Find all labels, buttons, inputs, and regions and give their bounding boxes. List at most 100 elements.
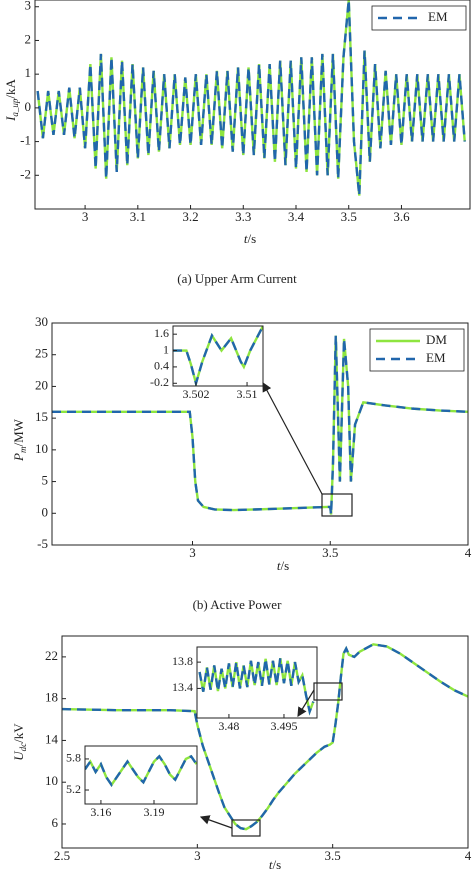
x-tick-label: 2.5: [54, 848, 70, 863]
legend-label: EM: [428, 9, 448, 24]
y-tick-label: 22: [45, 648, 58, 663]
x-axis-label: t/s: [244, 231, 256, 246]
x-tick-label: 3.51: [237, 387, 258, 401]
y-tick-label: -2: [20, 166, 31, 181]
y-tick-label: 13.8: [172, 654, 193, 668]
plot-frame: [61, 635, 469, 849]
y-tick-label: 5.8: [66, 751, 81, 765]
x-axis-label: t/s: [277, 558, 289, 573]
y-tick-label: -5: [37, 536, 48, 551]
inset-background: [85, 746, 197, 804]
y-tick-label: 5: [42, 473, 49, 488]
legend-label: DM: [426, 332, 447, 347]
y-tick-label: 15: [35, 409, 48, 424]
inset-chart: 3.48 3.495 13.4 13.8: [172, 646, 318, 733]
caption: (a) Upper Arm Current: [177, 271, 297, 286]
annotations: [199, 381, 353, 837]
series-line: [52, 335, 468, 515]
x-tick-label: 3.5: [322, 545, 338, 560]
y-tick-label: 30: [35, 314, 48, 329]
y-tick-label: 25: [35, 346, 48, 361]
plot-frame: [172, 325, 264, 387]
y-axis-label: Ia_up/kA: [3, 78, 20, 121]
x-axis-label: t/s: [269, 857, 281, 872]
y-axis-unit: /MW: [11, 418, 26, 446]
y-tick-label: 18: [45, 690, 58, 705]
y-axis-label: Pm/MW: [11, 418, 28, 462]
y-tick-label: -0.2: [150, 375, 169, 389]
y-tick-label: 14: [45, 731, 59, 746]
y-tick-label: 3: [25, 0, 32, 13]
y-tick-label: 1: [163, 342, 169, 356]
y-axis-subscript: dc: [18, 743, 28, 752]
y-tick-label: 0: [42, 504, 49, 519]
x-tick-label: 3.5: [325, 848, 341, 863]
x-tick-label: 3.19: [144, 805, 165, 819]
y-tick-label: 1.6: [154, 326, 169, 340]
zoom-arrow: [199, 815, 233, 829]
y-tick-label: 5.2: [66, 782, 81, 796]
x-tick-label: 3.495: [270, 719, 297, 733]
x-axis-unit: /s: [272, 857, 281, 872]
series-line: [62, 643, 468, 831]
caption: (b) Active Power: [193, 597, 282, 612]
legend-box: [369, 328, 465, 372]
x-tick-label: 3.48: [218, 719, 239, 733]
y-axis-label: Udc/kV: [11, 723, 28, 761]
y-axis-subscript: m: [18, 446, 28, 453]
y-tick-label: 0.4: [154, 359, 169, 373]
plot-frame: [51, 322, 469, 546]
x-tick-label: 3.2: [182, 209, 198, 224]
y-tick-label: 6: [52, 815, 59, 830]
series-line: [85, 754, 197, 787]
plot-frame: [34, 0, 471, 210]
x-tick-label: 4: [465, 848, 472, 863]
y-tick-label: 20: [35, 377, 48, 392]
zoom-box: [313, 682, 343, 701]
inset-chart: 3.16 3.19 5.2 5.8: [66, 745, 198, 819]
y-tick-label: 10: [45, 773, 58, 788]
x-axis-symbol: t: [277, 558, 281, 573]
x-axis-unit: /s: [280, 558, 289, 573]
legend-label: EM: [426, 350, 446, 365]
y-tick-label: 10: [35, 441, 48, 456]
y-axis-subscript: a_up: [10, 98, 20, 117]
x-tick-label: 3.5: [341, 209, 357, 224]
chart: 3 3.1 3.2 3.3 3.4 3.5 3.6 -2 -1 0 1 2 3 t/s Ia_up/kA (a…: [3, 0, 471, 286]
inset-background: [173, 326, 263, 386]
x-tick-label: 3: [82, 209, 89, 224]
zoom-arrow: [297, 689, 315, 718]
y-axis-symbol: U: [11, 750, 26, 761]
series-line: [36, 0, 466, 196]
x-axis-symbol: t: [269, 857, 273, 872]
y-axis-unit: /kA: [3, 78, 18, 98]
y-tick-label: 2: [25, 31, 32, 46]
y-axis-symbol: I: [3, 116, 18, 122]
plot-frame: [84, 745, 198, 805]
x-tick-label: 3.502: [182, 387, 209, 401]
chart: 3 3.5 4 -5 0 5 10 15 20 25 30 t/s Pm/MW (b) Active Po…: [11, 314, 472, 612]
y-tick-label: 0: [25, 99, 32, 114]
x-axis-symbol: t: [244, 231, 248, 246]
x-tick-label: 3.16: [90, 805, 111, 819]
zoom-arrow: [262, 381, 323, 495]
x-tick-label: 3.6: [393, 209, 410, 224]
x-tick-label: 3.4: [288, 209, 305, 224]
x-tick-label: 3: [194, 848, 201, 863]
inset-chart: 3.502 3.51 -0.2 0.4 1 1.6: [150, 325, 264, 401]
zoom-box: [321, 493, 353, 517]
y-tick-label: 13.4: [172, 680, 193, 694]
x-tick-label: 3: [189, 545, 196, 560]
x-tick-label: 3.1: [130, 209, 146, 224]
y-axis-symbol: P: [11, 453, 26, 462]
y-tick-label: 1: [25, 65, 32, 80]
series-line: [198, 658, 315, 716]
series-line: [173, 326, 263, 386]
x-axis-unit: /s: [247, 231, 256, 246]
x-tick-label: 4: [465, 545, 472, 560]
x-tick-label: 3.3: [235, 209, 251, 224]
y-tick-label: -1: [20, 133, 31, 148]
chart: 2.5 3 3.5 4 6 10 14 18 22 t/s Udc/kV: [11, 635, 472, 872]
y-axis-unit: /kV: [11, 723, 26, 743]
